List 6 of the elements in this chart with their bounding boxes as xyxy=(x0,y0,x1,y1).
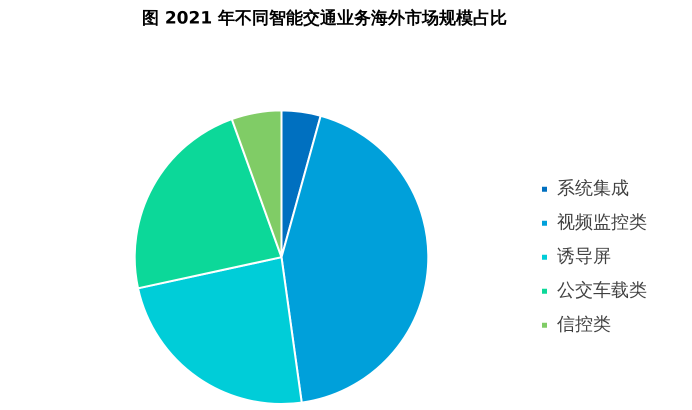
legend-label: 诱导屏 xyxy=(557,246,611,267)
chart-title: 图 2021 年不同智能交通业务海外市场规模占比 xyxy=(142,8,508,29)
legend-label: 视频监控类 xyxy=(557,212,647,233)
legend-label: 系统集成 xyxy=(557,178,629,199)
legend-label: 公交车载类 xyxy=(557,280,647,301)
legend-label: 信控类 xyxy=(557,314,611,335)
